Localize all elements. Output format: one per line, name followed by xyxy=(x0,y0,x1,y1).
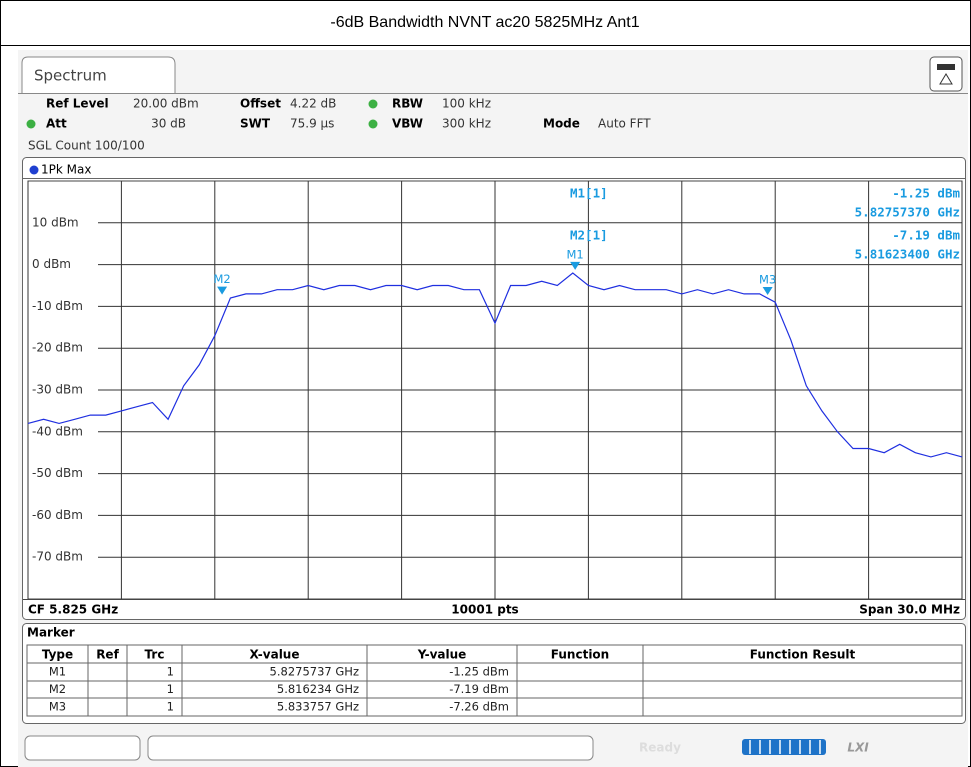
y-tick-label: -20 dBm xyxy=(32,341,83,355)
table-cell: M1 xyxy=(49,665,66,679)
trace-label: 1Pk Max xyxy=(41,163,91,177)
progress-bar xyxy=(742,739,826,755)
icon-triangle[interactable] xyxy=(939,73,953,85)
table-cell: 1 xyxy=(167,665,174,679)
setting-value: 30 dB xyxy=(151,117,186,131)
marker-triangle xyxy=(570,261,581,270)
marker-info-freq: 5.81623400 GHz xyxy=(855,247,960,262)
setting-label: Mode xyxy=(543,117,580,131)
marker-info-level: -1.25 dBm xyxy=(892,186,960,201)
marker-label: M1 xyxy=(567,247,584,261)
tab-label[interactable]: Spectrum xyxy=(34,67,107,85)
marker-table-title: Marker xyxy=(27,626,75,640)
sweep-count: SGL Count 100/100 xyxy=(28,139,145,153)
table-header: Y-value xyxy=(417,648,467,662)
trace xyxy=(27,272,963,458)
table-header: Ref xyxy=(96,648,119,662)
marker-triangle xyxy=(217,286,228,295)
table-cell: -7.26 dBm xyxy=(449,700,509,714)
marker-triangle xyxy=(762,286,773,295)
setting-value: 75.9 µs xyxy=(290,117,334,131)
y-tick-label: -10 dBm xyxy=(32,299,83,313)
page-title: -6dB Bandwidth NVNT ac20 5825MHz Ant1 xyxy=(330,14,639,31)
y-tick-label: 10 dBm xyxy=(32,215,79,229)
setting-label: Ref Level xyxy=(46,97,109,111)
setting-value: 300 kHz xyxy=(442,117,491,131)
table-cell: 5.8275737 GHz xyxy=(270,665,359,679)
table-header: Type xyxy=(42,648,73,662)
setting-value: 4.22 dB xyxy=(290,97,336,111)
table-cell: 1 xyxy=(167,700,174,714)
marker-label: M3 xyxy=(759,272,776,286)
table-cell: 5.816234 GHz xyxy=(277,682,359,696)
table-header: X-value xyxy=(250,648,300,662)
marker-info-name: M2[1] xyxy=(570,228,608,243)
setting-label: Att xyxy=(46,117,67,131)
table-cell: -1.25 dBm xyxy=(449,665,509,679)
icon-bar[interactable] xyxy=(937,64,955,70)
marker-label: M2 xyxy=(213,272,230,286)
span: Span 30.0 MHz xyxy=(859,603,960,617)
table-cell: 1 xyxy=(167,682,174,696)
status-bar xyxy=(24,735,826,761)
setting-value: Auto FFT xyxy=(598,117,651,131)
y-tick-label: -60 dBm xyxy=(32,508,83,522)
setting-label: SWT xyxy=(240,117,271,131)
y-tick-label: -40 dBm xyxy=(32,424,83,438)
table-header: Trc xyxy=(145,648,165,662)
setting-label: RBW xyxy=(392,97,423,111)
table-header: Function Result xyxy=(750,648,856,662)
table-header: Function xyxy=(551,648,609,662)
setting-label: Offset xyxy=(240,97,281,111)
lxi-logo: LXI xyxy=(847,741,869,755)
marker-info-level: -7.19 dBm xyxy=(892,228,960,243)
setting-value: 100 kHz xyxy=(442,97,491,111)
y-tick-label: -70 dBm xyxy=(32,550,83,564)
table-cell: 5.833757 GHz xyxy=(277,700,359,714)
y-tick-label: 0 dBm xyxy=(32,257,71,271)
marker-info-name: M1[1] xyxy=(570,186,608,201)
display-icon[interactable] xyxy=(929,56,963,92)
status-dot xyxy=(368,99,378,109)
table-cell: M2 xyxy=(49,682,66,696)
status-state: Ready xyxy=(639,741,681,755)
status-box[interactable] xyxy=(24,735,141,761)
y-tick-label: -30 dBm xyxy=(32,383,83,397)
status-dot xyxy=(26,119,36,129)
table-cell: -7.19 dBm xyxy=(449,682,509,696)
status-box[interactable] xyxy=(147,735,594,761)
y-tick-label: -50 dBm xyxy=(32,466,83,480)
point-count: 10001 pts xyxy=(451,603,518,617)
table-cell: M3 xyxy=(49,700,66,714)
center-frequency: CF 5.825 GHz xyxy=(28,603,118,617)
marker-info-freq: 5.82757370 GHz xyxy=(855,205,960,220)
spectrum-tab[interactable] xyxy=(21,56,176,93)
trace-dot xyxy=(29,165,39,175)
status-dot xyxy=(368,119,378,129)
setting-value: 20.00 dBm xyxy=(133,97,199,111)
setting-label: VBW xyxy=(392,117,423,131)
